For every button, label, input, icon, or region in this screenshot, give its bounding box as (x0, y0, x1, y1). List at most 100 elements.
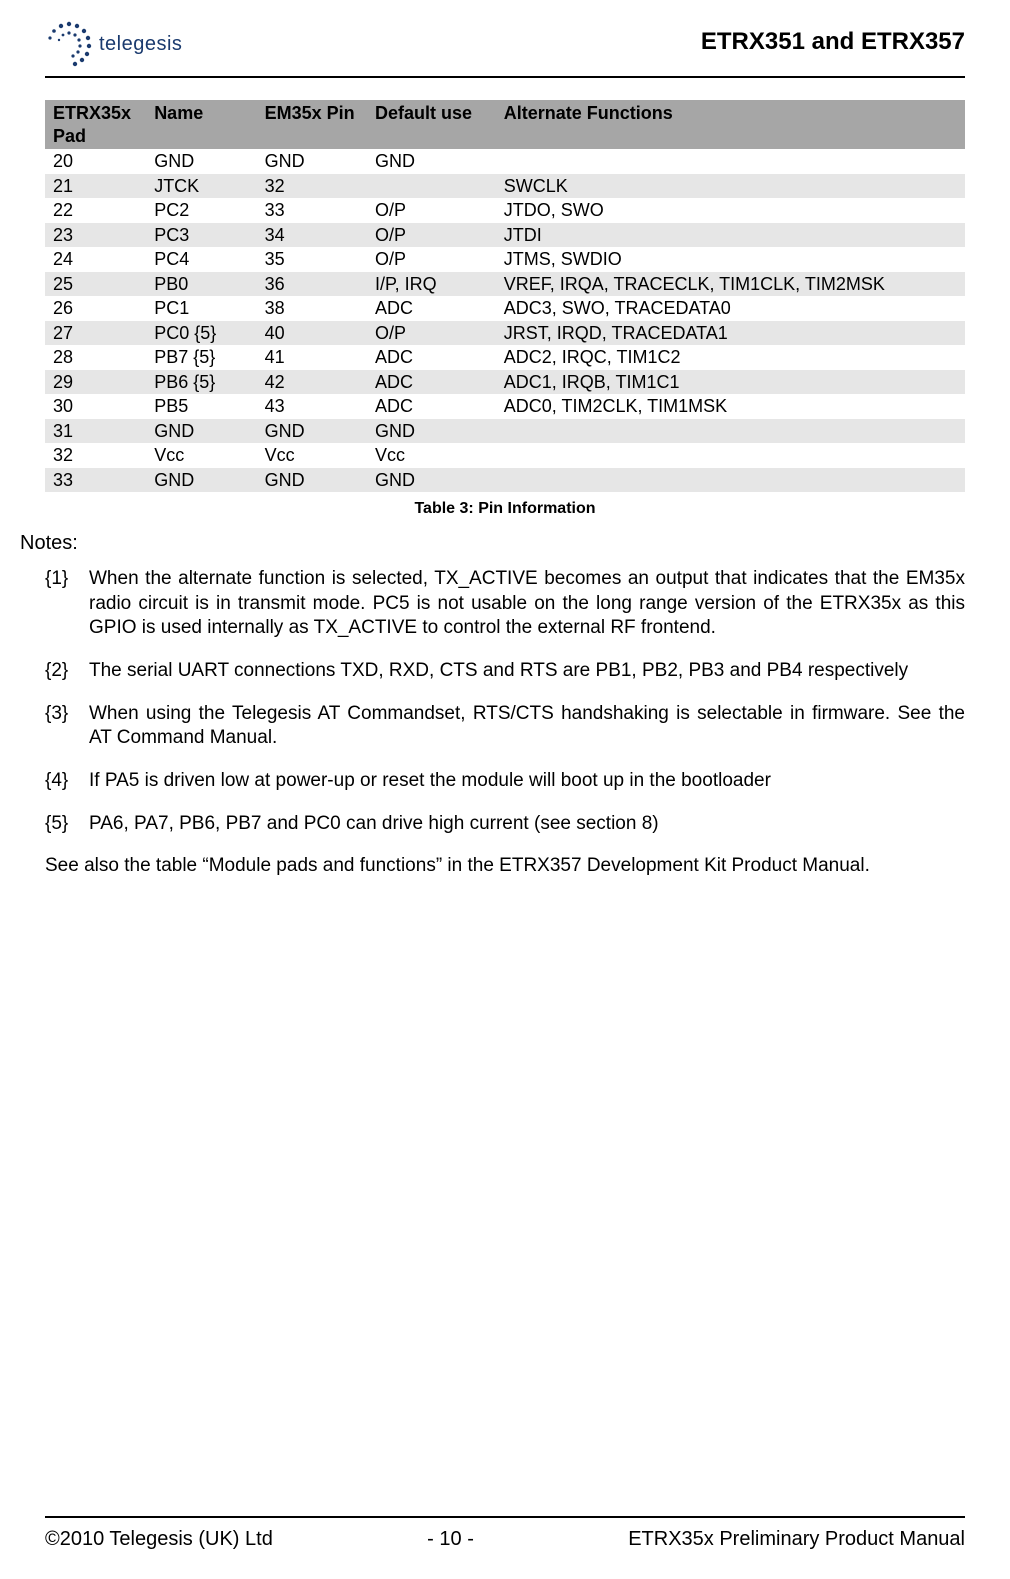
table-cell: GND (146, 419, 256, 444)
table-cell: GND (146, 468, 256, 493)
note-item: {1} When the alternate function is selec… (45, 567, 965, 641)
table-cell (496, 468, 965, 493)
table-cell: 32 (257, 174, 367, 199)
table-cell: 30 (45, 394, 146, 419)
table-cell: GND (367, 468, 496, 493)
table-cell: PB7 {5} (146, 345, 256, 370)
table-row: 20GNDGNDGND (45, 149, 965, 174)
table-cell: VREF, IRQA, TRACECLK, TIM1CLK, TIM2MSK (496, 272, 965, 297)
table-cell: Vcc (257, 443, 367, 468)
table-header-row: ETRX35xPadNameEM35x PinDefault useAltern… (45, 100, 965, 149)
table-row: 23PC334O/PJTDI (45, 223, 965, 248)
table-cell: 33 (257, 198, 367, 223)
table-cell: O/P (367, 321, 496, 346)
note-number: {2} (45, 659, 89, 684)
table-cell (496, 443, 965, 468)
table-cell: PB5 (146, 394, 256, 419)
table-row: 30PB543ADCADC0, TIM2CLK, TIM1MSK (45, 394, 965, 419)
table-cell: 38 (257, 296, 367, 321)
table-row: 25PB036I/P, IRQVREF, IRQA, TRACECLK, TIM… (45, 272, 965, 297)
table-row: 31GNDGNDGND (45, 419, 965, 444)
note-item: {4}If PA5 is driven low at power-up or r… (45, 769, 965, 794)
table-row: 24PC435O/PJTMS, SWDIO (45, 247, 965, 272)
table-cell: ADC (367, 394, 496, 419)
notes-list: {1} When the alternate function is selec… (45, 567, 965, 837)
note-number: {5} (45, 812, 89, 837)
table-cell: 24 (45, 247, 146, 272)
table-cell: JRST, IRQD, TRACEDATA1 (496, 321, 965, 346)
table-cell: PC0 {5} (146, 321, 256, 346)
table-row: 22PC233O/PJTDO, SWO (45, 198, 965, 223)
table-cell: ADC (367, 370, 496, 395)
document-title: ETRX351 and ETRX357 (701, 28, 965, 56)
table-cell: SWCLK (496, 174, 965, 199)
logo: telegesis (45, 20, 182, 68)
table-cell: 43 (257, 394, 367, 419)
note-item: {5}PA6, PA7, PB6, PB7 and PC0 can drive … (45, 812, 965, 837)
table-cell: 23 (45, 223, 146, 248)
table-cell: PB6 {5} (146, 370, 256, 395)
note-number: {4} (45, 769, 89, 794)
table-cell: 21 (45, 174, 146, 199)
table-cell: JTMS, SWDIO (496, 247, 965, 272)
table-row: 27PC0 {5}40O/PJRST, IRQD, TRACEDATA1 (45, 321, 965, 346)
table-cell: GND (367, 149, 496, 174)
note-text: When the alternate function is selected,… (89, 567, 965, 641)
table-cell (496, 149, 965, 174)
table-header-cell: EM35x Pin (257, 100, 367, 149)
table-cell: 22 (45, 198, 146, 223)
table-cell: O/P (367, 223, 496, 248)
table-cell: 29 (45, 370, 146, 395)
note-text: The serial UART connections TXD, RXD, CT… (89, 659, 965, 684)
table-cell: 35 (257, 247, 367, 272)
table-cell (367, 174, 496, 199)
note-number: {3} (45, 702, 89, 751)
table-cell: JTDO, SWO (496, 198, 965, 223)
table-cell: O/P (367, 247, 496, 272)
table-cell: 27 (45, 321, 146, 346)
table-cell: 33 (45, 468, 146, 493)
telegesis-logo-icon (45, 20, 93, 68)
table-cell: 28 (45, 345, 146, 370)
table-cell: 32 (45, 443, 146, 468)
note-text: If PA5 is driven low at power-up or rese… (89, 769, 965, 794)
note-item: {2}The serial UART connections TXD, RXD,… (45, 659, 965, 684)
table-cell: PC4 (146, 247, 256, 272)
table-cell: ADC3, SWO, TRACEDATA0 (496, 296, 965, 321)
table-cell: 25 (45, 272, 146, 297)
table-cell: 41 (257, 345, 367, 370)
table-cell: PB0 (146, 272, 256, 297)
table-row: 28PB7 {5}41ADCADC2, IRQC, TIM1C2 (45, 345, 965, 370)
table-cell: JTDI (496, 223, 965, 248)
table-cell: 40 (257, 321, 367, 346)
table-cell (496, 419, 965, 444)
table-cell: 36 (257, 272, 367, 297)
table-cell: 34 (257, 223, 367, 248)
note-number: {1} (45, 567, 89, 641)
table-cell: PC3 (146, 223, 256, 248)
table-cell: ADC2, IRQC, TIM1C2 (496, 345, 965, 370)
table-cell: GND (367, 419, 496, 444)
see-also-text: See also the table “Module pads and func… (45, 855, 965, 877)
pin-information-table: ETRX35xPadNameEM35x PinDefault useAltern… (45, 100, 965, 492)
footer-page-number: - 10 - (427, 1528, 474, 1551)
note-text: When using the Telegesis AT Commandset, … (89, 702, 965, 751)
note-text: PA6, PA7, PB6, PB7 and PC0 can drive hig… (89, 812, 965, 837)
table-cell: ADC0, TIM2CLK, TIM1MSK (496, 394, 965, 419)
table-row: 29PB6 {5}42ADCADC1, IRQB, TIM1C1 (45, 370, 965, 395)
table-cell: GND (146, 149, 256, 174)
table-row: 26PC138ADCADC3, SWO, TRACEDATA0 (45, 296, 965, 321)
table-cell: GND (257, 468, 367, 493)
table-header-cell: Default use (367, 100, 496, 149)
table-cell: Vcc (146, 443, 256, 468)
table-cell: ADC1, IRQB, TIM1C1 (496, 370, 965, 395)
table-cell: GND (257, 149, 367, 174)
footer-manual-title: ETRX35x Preliminary Product Manual (628, 1528, 965, 1551)
footer-copyright: ©2010 Telegesis (UK) Ltd (45, 1528, 273, 1551)
table-row: 21JTCK32 SWCLK (45, 174, 965, 199)
table-cell: PC2 (146, 198, 256, 223)
table-cell: JTCK (146, 174, 256, 199)
logo-text: telegesis (99, 33, 182, 56)
table-cell: GND (257, 419, 367, 444)
table-header-cell: Alternate Functions (496, 100, 965, 149)
